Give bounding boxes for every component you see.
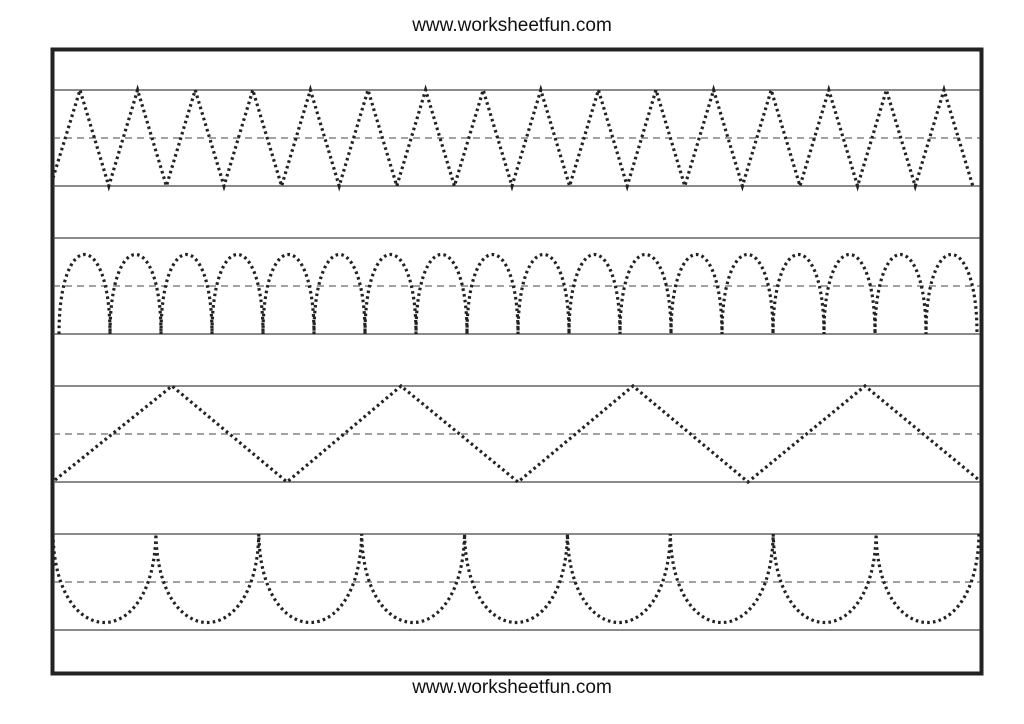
worksheet-border bbox=[50, 47, 984, 676]
footer-site-url: www.worksheetfun.com bbox=[412, 677, 612, 698]
arch-trace bbox=[57, 253, 979, 335]
header-site-url: www.worksheetfun.com bbox=[412, 15, 612, 36]
zigzag-trace bbox=[51, 84, 975, 192]
wide-zigzag-trace bbox=[53, 383, 981, 485]
u-curve-trace bbox=[51, 533, 981, 624]
